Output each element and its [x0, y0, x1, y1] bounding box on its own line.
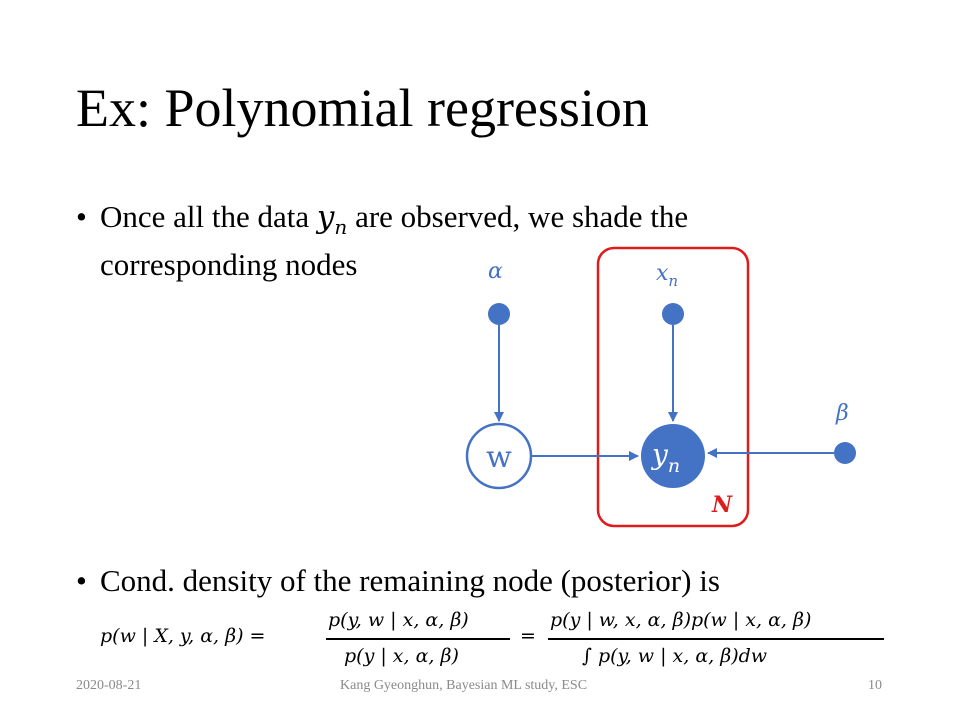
plate-n — [596, 246, 750, 528]
bullet-math-sub: n — [334, 215, 348, 240]
footer-date: 2020-08-21 — [76, 678, 142, 693]
x-label: xn — [656, 261, 678, 290]
equation-lhs: p(w | X, y, α, β) = — [100, 625, 266, 647]
fraction1-denominator: p(y | x, α, β) — [344, 645, 459, 667]
bullet-text-after: are observed, we shade the corresponding… — [100, 199, 689, 283]
bullet-marker: • — [76, 199, 87, 234]
fraction2-bar — [548, 638, 884, 640]
posterior-equation: p(w | X, y, α, β) = p(y, w | x, α, β) p(… — [100, 604, 900, 674]
beta-node — [834, 442, 856, 464]
plate-label: N — [711, 492, 733, 518]
bullet-math-y: y — [316, 199, 335, 235]
equals-sign: = — [520, 625, 536, 647]
bullet-observed: • Once all the data yn are observed, we … — [76, 198, 820, 284]
bullet-posterior: • Cond. density of the remaining node (p… — [76, 562, 720, 600]
footer-author: Kang Gyeonghun, Bayesian ML study, ESC — [340, 678, 588, 693]
fraction1-bar — [326, 638, 510, 640]
bullet-text-before: Once all the data — [100, 199, 317, 234]
fraction2-denominator: ∫ p(y, w | x, α, β)dw — [582, 645, 768, 667]
w-label: w — [486, 440, 512, 475]
x-node — [662, 303, 684, 325]
fraction2-numerator: p(y | w, x, α, β)p(w | x, α, β) — [550, 609, 812, 631]
alpha-label: α — [488, 259, 503, 284]
y-label: yn — [650, 438, 680, 477]
bullet-text: Cond. density of the remaining node (pos… — [100, 563, 720, 598]
footer-page-number: 10 — [868, 678, 882, 693]
beta-label: β — [835, 401, 849, 426]
bullet-marker: • — [76, 563, 87, 598]
alpha-node — [488, 303, 510, 325]
fraction1-numerator: p(y, w | x, α, β) — [328, 609, 469, 631]
slide-title: Ex: Polynomial regression — [76, 78, 649, 138]
y-node — [641, 424, 705, 488]
